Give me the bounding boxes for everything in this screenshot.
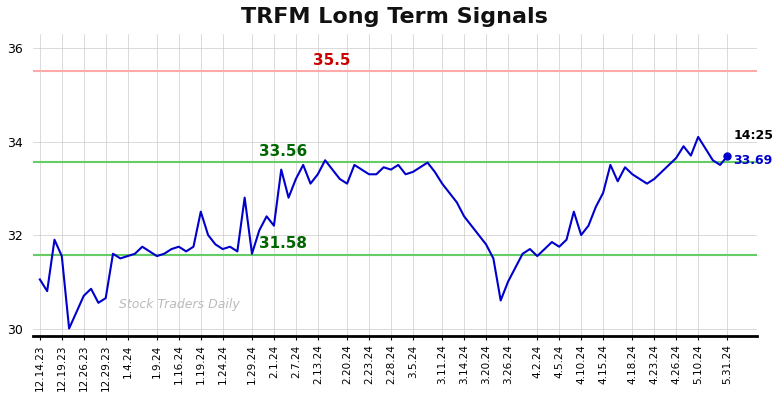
- Text: Stock Traders Daily: Stock Traders Daily: [119, 298, 240, 311]
- Text: 35.5: 35.5: [313, 53, 350, 68]
- Text: 31.58: 31.58: [259, 236, 307, 252]
- Text: 33.69: 33.69: [733, 154, 772, 167]
- Text: 14:25: 14:25: [733, 129, 773, 142]
- Title: TRFM Long Term Signals: TRFM Long Term Signals: [241, 7, 548, 27]
- Text: 33.56: 33.56: [259, 144, 307, 159]
